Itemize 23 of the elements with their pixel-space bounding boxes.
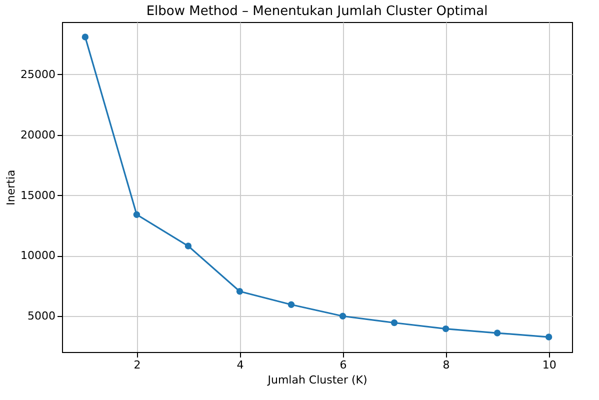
point [82,34,89,40]
y-axis-title: Inertia [4,170,18,206]
point [339,312,346,320]
x-tick-label: 6 [340,358,347,372]
x-tick-label: 10 [542,358,556,372]
point [442,325,450,332]
point [184,242,192,250]
y-tick-label: 20000 [20,128,56,142]
x-tick-label: 2 [134,358,141,372]
point [390,319,398,326]
x-tick-label: 8 [442,358,450,372]
point [494,330,501,336]
point [236,288,244,295]
y-tick-label: 5000 [28,310,56,323]
y-tick-label: 25000 [20,68,56,81]
y-tick-label: 10000 [20,249,56,262]
point [133,211,140,218]
point [545,334,552,340]
chart-title: Elbow Method – Menentukan Jumlah Cluster Optimal [146,4,488,19]
point [288,301,295,308]
y-tick-label: 15000 [20,188,56,202]
x-axis-title: Jumlah Cluster (K) [266,374,368,386]
x-tick-label: 4 [236,358,244,372]
